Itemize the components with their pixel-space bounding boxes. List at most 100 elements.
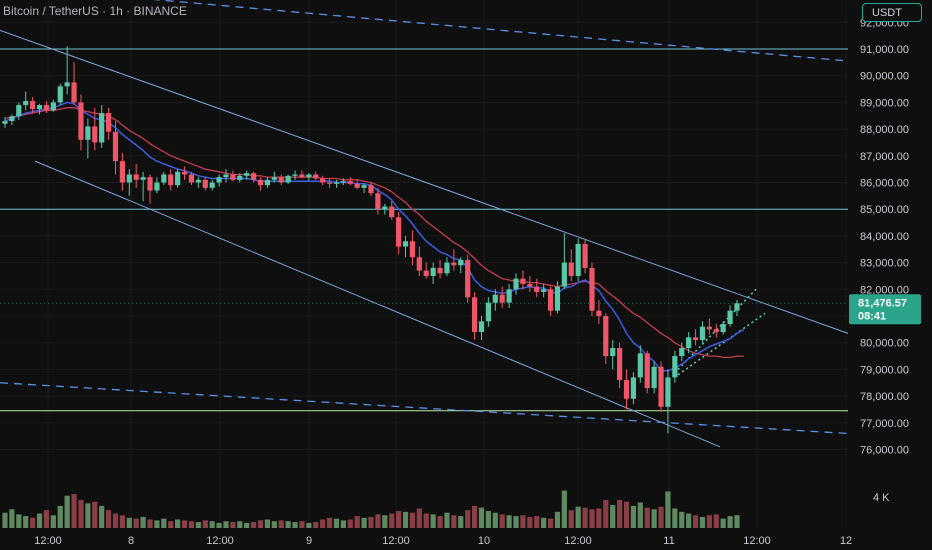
candle-body (140, 177, 146, 180)
candle-body (175, 171, 181, 186)
candle-body (223, 174, 229, 178)
volume-bar (520, 515, 526, 528)
volume-bar (623, 501, 630, 528)
volume-bar (368, 516, 374, 528)
price-tick-label: 78,000.00 (860, 391, 909, 403)
currency-button[interactable]: USDT (862, 3, 922, 22)
volume-bar (133, 518, 139, 528)
candle-body (57, 86, 63, 103)
candle-body (478, 321, 485, 333)
candle-body (396, 217, 402, 247)
candle-body (292, 174, 298, 176)
candle-body (416, 257, 422, 271)
candle-body (734, 303, 740, 311)
price-tick-label: 83,000.00 (860, 258, 909, 270)
candle-body (409, 241, 416, 258)
candle-body (658, 366, 664, 407)
candle-body (126, 174, 132, 183)
volume-bar (679, 511, 685, 528)
volume-bar (389, 513, 395, 528)
volume-bar (534, 516, 540, 528)
volume-bar (340, 520, 346, 528)
candle-body (520, 278, 526, 284)
candle-body (575, 243, 581, 276)
volume-bar (43, 510, 50, 528)
candle-body (195, 179, 201, 183)
candle-body (382, 206, 388, 210)
volume-bar (209, 521, 215, 528)
candle-body (727, 310, 733, 325)
last-price-badge (849, 294, 921, 325)
volume-bar (50, 515, 56, 528)
volume-bar (492, 512, 498, 528)
candle-body (561, 262, 567, 287)
candle-body (112, 131, 119, 162)
candle-body (692, 337, 699, 341)
volume-bar (85, 503, 91, 528)
volume-bar (686, 513, 692, 528)
volume-bar (416, 508, 422, 528)
volume-bar (92, 501, 98, 528)
candles (2, 46, 740, 434)
candle-body (43, 105, 50, 111)
volume-bar (402, 511, 409, 528)
candle-body (499, 294, 505, 303)
candle-body (257, 179, 264, 186)
time-axis[interactable]: 12:00 8 12:00 9 12:00 10 12:00 11 12:00 12 (34, 535, 852, 547)
volume-bar (610, 505, 616, 528)
drawing-lines (0, 0, 849, 448)
candle-body (71, 82, 77, 103)
volume-bar (485, 511, 491, 528)
candle-countdown: 08:41 (858, 310, 886, 322)
price-tick-label: 76,000.00 (860, 445, 909, 457)
price-tick-label: 77,000.00 (860, 418, 909, 430)
candle-body (23, 101, 29, 106)
volume-bar (119, 515, 125, 528)
volume-bar (347, 519, 353, 528)
grid (0, 0, 848, 528)
candle-body (78, 102, 84, 140)
price-tick-label: 88,000.00 (860, 124, 909, 136)
candle-body (188, 174, 195, 183)
candle-body (451, 262, 457, 266)
volume-bar (306, 522, 312, 528)
candle-body (699, 326, 706, 341)
candle-body (617, 348, 623, 381)
volume-bar (361, 517, 367, 528)
volume-bar (451, 515, 457, 528)
candle-body (251, 173, 257, 180)
volume-bar (168, 521, 174, 528)
price-tick-label: 89,000.00 (860, 97, 909, 109)
volume-bar (99, 505, 105, 528)
candle-body (458, 259, 464, 266)
candle-body (119, 161, 125, 183)
candle-body (444, 262, 450, 274)
volume-bar (382, 515, 388, 528)
volume-bar (278, 520, 284, 528)
candle-body (596, 310, 602, 316)
volume-bar (78, 499, 84, 528)
volume-bar (644, 507, 650, 528)
volume-bar (471, 505, 478, 528)
volume-bar (706, 515, 712, 528)
candle-body (534, 286, 540, 292)
candle-body (285, 175, 291, 183)
volume-bar (527, 516, 533, 528)
candle-body (713, 329, 719, 333)
volume-bar (112, 513, 119, 528)
candle-body (154, 182, 160, 191)
time-tick-label: 9 (306, 535, 312, 547)
volume-bar (720, 518, 726, 528)
volume-bar (57, 505, 63, 528)
price-axis[interactable]: 92,000.0091,000.0090,000.0089,000.0088,0… (860, 17, 909, 504)
candle-body (313, 174, 319, 179)
time-tick-label: 12:00 (564, 535, 592, 547)
volume-bar (285, 521, 291, 528)
candle-body (36, 105, 43, 110)
volume-bar (126, 517, 132, 528)
volume-bar (9, 509, 15, 528)
volume-bar (175, 519, 181, 528)
volume-bar (423, 513, 429, 528)
